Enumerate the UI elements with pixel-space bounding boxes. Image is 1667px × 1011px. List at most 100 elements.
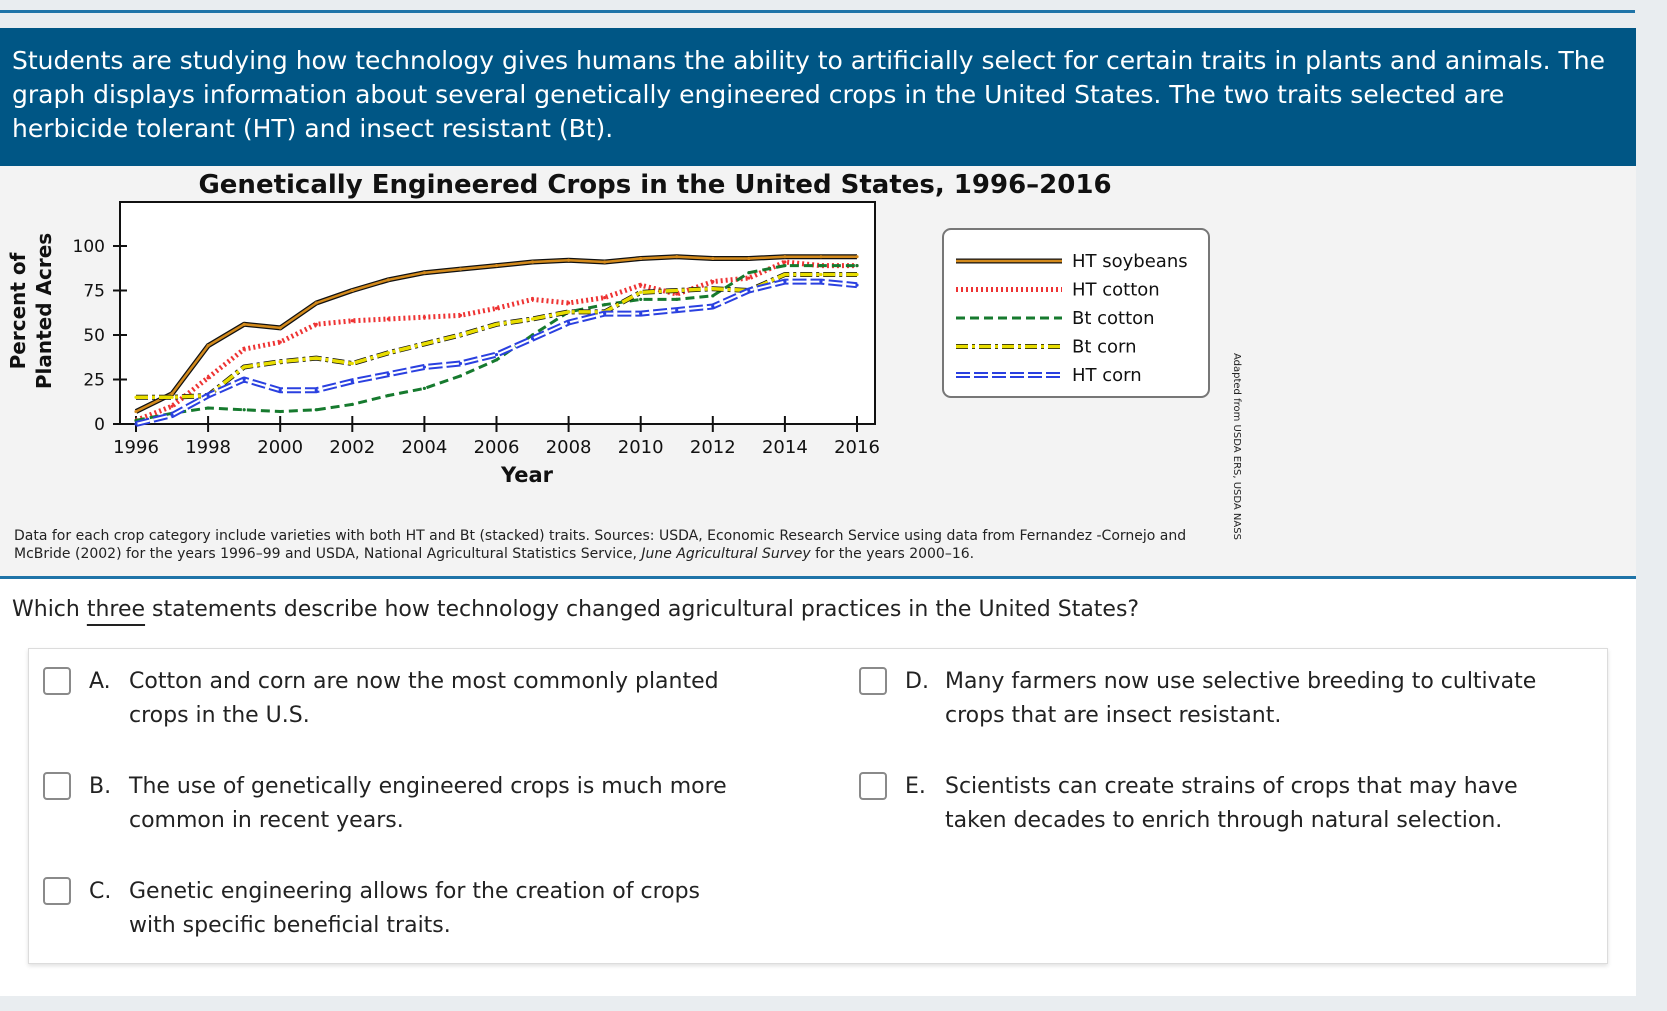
legend-label: Bt cotton — [1072, 308, 1155, 329]
data-point — [278, 326, 282, 330]
data-point — [206, 376, 210, 380]
data-point — [350, 361, 354, 366]
data-point — [567, 310, 571, 314]
source-note-text: Adapted from USDA ERS, USDA NASS — [1231, 353, 1242, 540]
data-point — [494, 358, 499, 362]
data-point — [819, 263, 823, 268]
data-point — [494, 306, 499, 310]
legend-label: HT corn — [1072, 365, 1142, 386]
checkbox-b[interactable] — [43, 772, 71, 800]
data-point — [458, 333, 463, 337]
figure-panel: Genetically Engineered Crops in the Unit… — [0, 166, 1636, 576]
x-tick-label: 2004 — [401, 437, 447, 458]
data-point — [170, 395, 174, 399]
data-point — [639, 256, 643, 261]
checkbox-d[interactable] — [859, 667, 887, 695]
axis-layer: 0 25 50 75 100 1996 1998 2000 2002 2004 2006 2008 20… — [73, 237, 880, 458]
data-point — [530, 297, 535, 301]
data-point — [603, 303, 607, 307]
data-point — [134, 395, 138, 399]
y-tick-label: 100 — [73, 237, 105, 257]
data-point — [386, 393, 390, 398]
data-point — [603, 312, 607, 316]
top-rule — [0, 10, 1635, 13]
data-point — [855, 255, 859, 259]
checkbox-c[interactable] — [43, 877, 71, 905]
data-point — [170, 413, 174, 417]
series-ht-soybeans — [134, 254, 859, 414]
data-point — [206, 406, 210, 410]
y-tick-label: 0 — [94, 415, 105, 435]
legend-label: Bt corn — [1072, 337, 1137, 358]
chart-footnote: Data for each crop category include vari… — [14, 527, 1194, 563]
legend-entry: HT cotton — [956, 280, 1160, 301]
data-point — [314, 388, 318, 392]
chart: Genetically Engineered Crops in the Unit… — [6, 170, 1210, 487]
data-point — [855, 272, 859, 277]
series-ht-corn — [134, 278, 859, 427]
data-point — [350, 319, 354, 323]
data-point — [242, 377, 246, 382]
y-axis-label-line1: Percent of — [6, 252, 30, 369]
data-point — [242, 365, 246, 369]
data-point — [134, 409, 138, 414]
data-point — [747, 271, 751, 275]
legend-entry: Bt cotton — [956, 308, 1155, 329]
data-point — [242, 347, 246, 351]
data-point — [603, 296, 607, 300]
data-point — [242, 322, 246, 326]
data-point — [422, 386, 426, 390]
data-point — [639, 312, 643, 316]
source-note: Adapted from USDA ERS, USDA NASS — [1231, 353, 1242, 540]
x-tick-label: 2016 — [834, 437, 880, 458]
option-letter: D. — [905, 669, 929, 694]
x-tick-label: 2000 — [257, 437, 303, 458]
data-point — [386, 278, 390, 282]
data-point — [314, 301, 318, 305]
data-point — [278, 360, 282, 364]
option-text: The use of genetically engineered crops … — [129, 774, 727, 833]
x-tick-label: 1996 — [113, 437, 159, 458]
x-tick-label: 1998 — [185, 437, 231, 458]
x-axis-label: Year — [500, 463, 554, 487]
data-point — [278, 388, 282, 392]
data-point — [422, 342, 426, 346]
data-point — [639, 283, 643, 287]
option-text: Many farmers now use selective breeding … — [945, 669, 1537, 728]
data-point — [711, 256, 715, 261]
x-tick-label: 2010 — [618, 437, 664, 458]
data-point — [458, 374, 463, 378]
data-point — [278, 340, 282, 344]
x-tick-label: 2006 — [474, 437, 520, 458]
legend-entry: Bt corn — [956, 337, 1137, 358]
question-text-end: statements describe how technology chang… — [145, 597, 1140, 622]
checkbox-a[interactable] — [43, 667, 71, 695]
option-text: Cotton and corn are now the most commonl… — [129, 669, 719, 728]
data-point — [783, 280, 787, 284]
data-point — [567, 258, 571, 262]
y-tick-label: 50 — [83, 326, 105, 346]
data-point — [747, 276, 751, 280]
section-divider — [0, 576, 1636, 579]
plot-frame — [119, 201, 876, 425]
data-point — [711, 280, 715, 284]
option-letter: E. — [905, 774, 926, 799]
data-point — [278, 409, 282, 414]
data-point — [134, 422, 138, 426]
data-point — [530, 317, 535, 321]
legend-label: HT cotton — [1072, 280, 1160, 301]
question-emphasis: three — [86, 597, 146, 622]
footnote-survey-name: June Agricultural Survey — [641, 546, 811, 562]
y-tick-label: 25 — [83, 371, 105, 391]
option-text: Genetic engineering allows for the creat… — [129, 879, 701, 938]
data-point — [675, 308, 679, 312]
y-tick-label: 75 — [83, 282, 105, 302]
checkbox-e[interactable] — [859, 772, 887, 800]
data-point — [422, 365, 426, 369]
legend-entry: HT soybeans — [956, 251, 1188, 272]
series-layer — [134, 254, 859, 427]
x-tick-label: 2008 — [546, 437, 592, 458]
data-point — [639, 297, 643, 301]
data-point — [242, 408, 246, 412]
data-point — [386, 351, 390, 355]
